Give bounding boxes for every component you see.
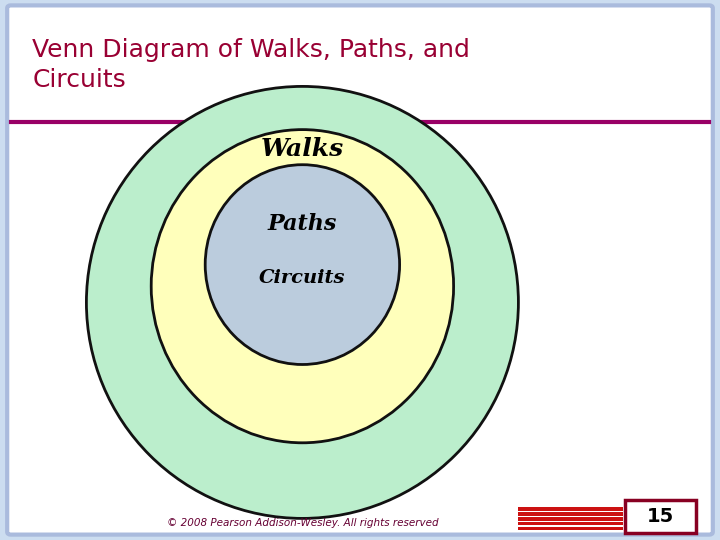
Text: Paths: Paths <box>268 213 337 235</box>
Text: © 2008 Pearson Addison-Wesley. All rights reserved: © 2008 Pearson Addison-Wesley. All right… <box>166 518 438 528</box>
Bar <box>518 507 623 511</box>
Bar <box>518 526 623 530</box>
Bar <box>518 512 623 516</box>
Text: Venn Diagram of Walks, Paths, and
Circuits: Venn Diagram of Walks, Paths, and Circui… <box>32 38 470 92</box>
FancyBboxPatch shape <box>7 5 713 535</box>
FancyBboxPatch shape <box>625 500 696 533</box>
Ellipse shape <box>205 165 400 364</box>
Text: 15: 15 <box>647 507 674 526</box>
Text: Circuits: Circuits <box>259 269 346 287</box>
Text: Walks: Walks <box>261 137 344 160</box>
Ellipse shape <box>86 86 518 518</box>
Ellipse shape <box>151 130 454 443</box>
Bar <box>518 517 623 521</box>
Bar <box>518 522 623 525</box>
